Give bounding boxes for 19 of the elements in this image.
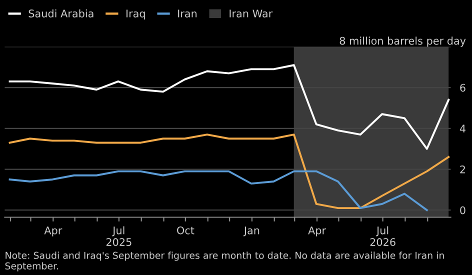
legend-label: Iraq bbox=[126, 10, 145, 20]
x-tick-label: Jan bbox=[243, 226, 260, 236]
x-tick-label: Oct bbox=[177, 226, 194, 234]
text: Note: Saudi and Iraq's September figures are month to date. No data are available for Iran in September. bbox=[5, 252, 444, 272]
x-tick-label: Apr bbox=[44, 226, 62, 236]
x-tick-label: Jul 2025 bbox=[106, 226, 132, 246]
y-tick-label: 2 bbox=[460, 165, 465, 174]
legend-label: Iran bbox=[178, 10, 197, 18]
legend-label: Iran War bbox=[230, 10, 273, 18]
x-tick-label: Jul 2026 bbox=[370, 226, 396, 246]
legend-label: Saudi Arabia bbox=[28, 9, 94, 18]
y-tick-label: 8 million barrels per day bbox=[340, 36, 466, 47]
x-tick-label: Apr bbox=[308, 226, 326, 236]
y-tick-label: 4 bbox=[460, 124, 466, 132]
line-series bbox=[8, 134, 450, 210]
line-series bbox=[8, 64, 450, 150]
y-tick-label: 6 bbox=[460, 84, 466, 92]
line-series bbox=[8, 170, 428, 212]
y-tick-label: 0 bbox=[460, 206, 466, 214]
